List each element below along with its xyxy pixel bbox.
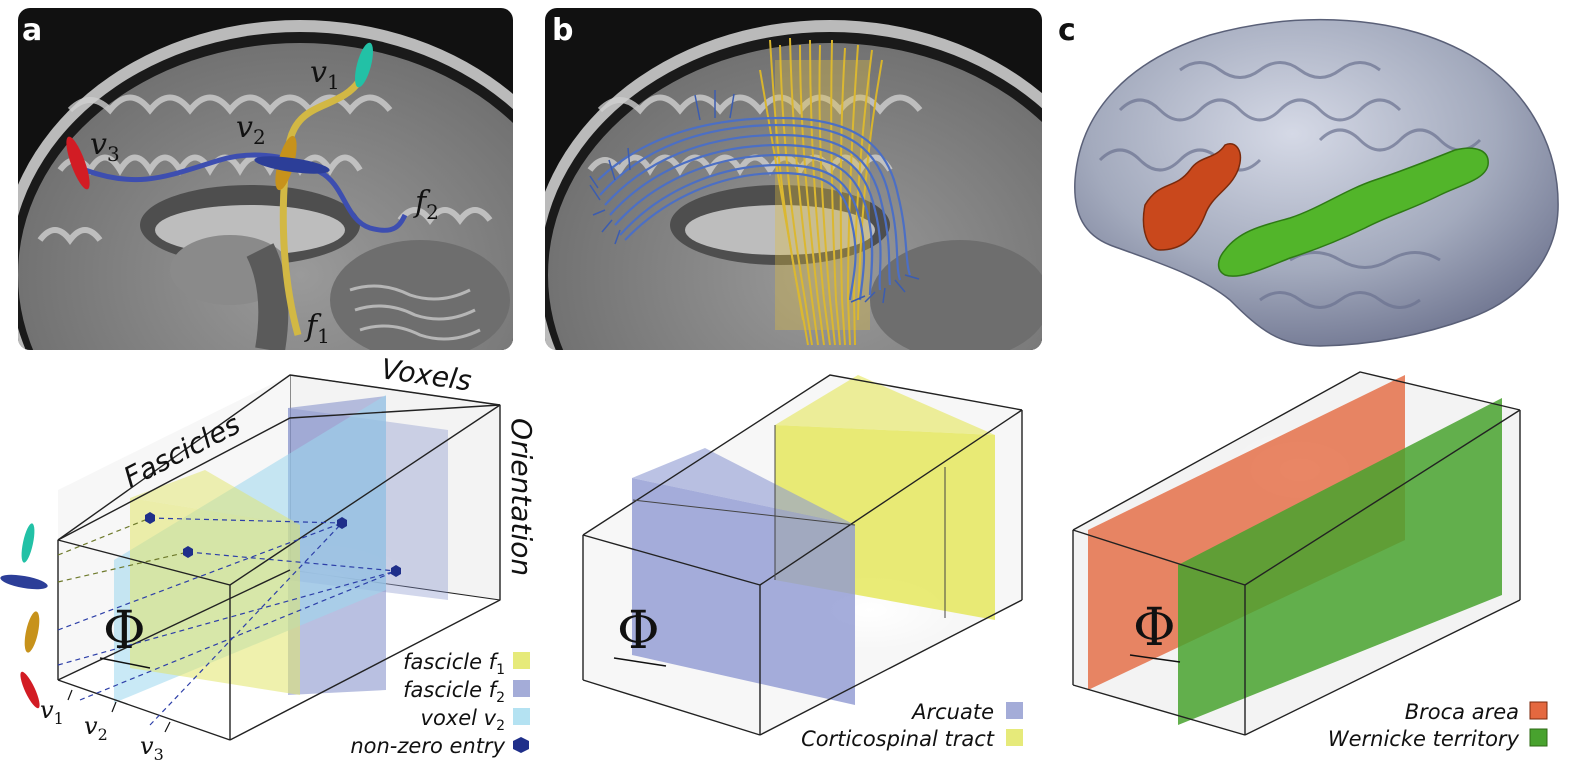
wernicke-territory-shape — [1217, 147, 1489, 277]
legend-c-label-wernicke: Wernicke territory — [1328, 727, 1520, 751]
tensor-ellipse-v1 — [21, 523, 35, 563]
legend-a-label-f1: fascicle f1 — [403, 650, 505, 678]
legend-c-label-broca: Broca area — [1405, 700, 1519, 724]
legend-c-swatch-broca — [1529, 701, 1548, 720]
tensor-a: Φ — [0, 374, 501, 741]
legend-a-swatch-f2 — [513, 680, 530, 697]
legend-a-label-v2: voxel v2 — [421, 706, 505, 734]
panel-letter-a: a — [22, 13, 42, 48]
nonzero-entry — [391, 565, 401, 577]
panel-b-mri — [545, 8, 1042, 350]
slab-fascicle-f1 — [130, 498, 300, 695]
tensor-ellipse-blue — [0, 574, 48, 590]
legend-a-label-nonzero: non-zero entry — [350, 734, 505, 758]
tensor-ellipse-v2 — [24, 611, 40, 653]
phi-symbol-b: Φ — [617, 601, 660, 661]
nonzero-entry — [145, 512, 155, 524]
legend-a-swatch-nonzero — [513, 737, 529, 753]
tensor-c: Φ — [1072, 371, 1521, 736]
legend-c-swatch-wernicke — [1529, 728, 1548, 747]
nonzero-entry — [183, 546, 193, 558]
label-v3: v3 — [90, 127, 120, 166]
legend-b-swatch-arcuate — [1006, 702, 1023, 719]
tensor-ellipse-v3 — [20, 671, 40, 709]
ellipse-v1 — [354, 42, 374, 88]
legend-a-label-f2: fascicle f2 — [403, 678, 505, 706]
legend-b: Arcuate Corticospinal tract — [801, 700, 1023, 751]
ellipse-v2-blue — [254, 156, 330, 174]
legend-c: Broca area Wernicke territory — [1328, 700, 1548, 751]
phi-symbol-c: Φ — [1133, 598, 1176, 658]
arcuate-fasciculus-bundle — [597, 116, 912, 301]
slab-corticospinal-top — [775, 375, 995, 435]
slab-wernicke — [1178, 398, 1502, 725]
legend-a-swatch-f1 — [513, 652, 530, 669]
label-v2: v2 — [236, 110, 266, 149]
legend-b-swatch-corticospinal — [1006, 729, 1023, 746]
slab-fascicle-f1-top — [130, 470, 300, 525]
slab-arcuate — [632, 478, 855, 705]
legend-b-label-corticospinal: Corticospinal tract — [801, 727, 995, 751]
tick-v2: v2 — [84, 712, 108, 744]
phi-symbol-a: Φ — [103, 601, 146, 661]
label-v1: v1 — [310, 55, 340, 94]
nonzero-entry — [337, 517, 347, 529]
legend-a-swatch-v2 — [513, 708, 530, 725]
tensor-b: Φ — [582, 374, 1023, 736]
legend-b-label-arcuate: Arcuate — [910, 700, 994, 724]
panel-a-mri — [18, 8, 513, 350]
ellipse-v3 — [66, 136, 90, 190]
legend-a: fascicle f1 fascicle f2 voxel v2 non-zer… — [350, 650, 530, 758]
tick-v1: v1 — [40, 696, 64, 728]
tick-v3: v3 — [140, 732, 164, 764]
axis-label-orientation: Orientation — [505, 418, 538, 576]
panel-letter-b: b — [552, 13, 573, 48]
panel-letter-c: c — [1058, 13, 1076, 48]
panel-c-cortex — [1074, 18, 1559, 347]
broca-area-shape — [1142, 143, 1242, 251]
